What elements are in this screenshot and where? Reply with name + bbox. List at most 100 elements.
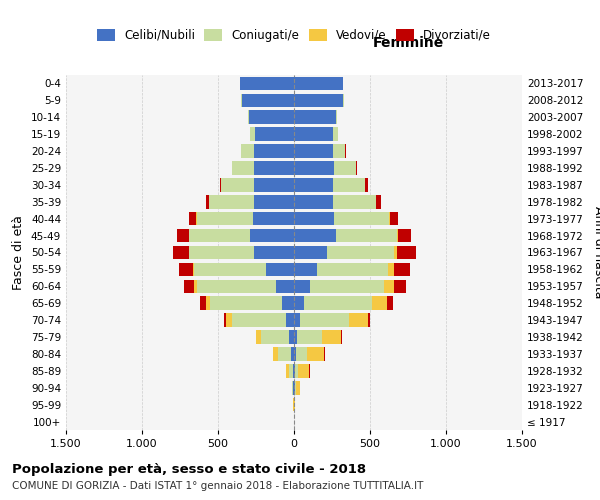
Bar (254, 178, 294, 192)
Bar (294, 364, 295, 378)
Bar (294, 110, 336, 124)
Bar (255, 128, 294, 141)
Bar (197, 212, 253, 226)
Bar (349, 314, 368, 327)
Y-axis label: Anni di nascita: Anni di nascita (592, 206, 600, 298)
Bar (188, 229, 189, 242)
Bar (293, 381, 294, 394)
Bar (372, 296, 387, 310)
Bar (298, 364, 310, 378)
Bar (262, 330, 289, 344)
Bar (294, 347, 296, 360)
Bar (274, 347, 278, 360)
Bar (200, 296, 206, 310)
Bar (296, 347, 307, 360)
Bar (334, 212, 389, 226)
Bar (197, 280, 276, 293)
Bar (206, 296, 211, 310)
Bar (336, 110, 337, 124)
Bar (365, 178, 368, 192)
Bar (250, 229, 294, 242)
Bar (295, 381, 296, 394)
Bar (206, 195, 209, 208)
Bar (385, 280, 394, 293)
Bar (397, 246, 416, 260)
Bar (333, 144, 345, 158)
Bar (394, 280, 406, 293)
Bar (189, 246, 254, 260)
Bar (209, 195, 254, 208)
Bar (376, 195, 380, 208)
Bar (333, 195, 376, 208)
Bar (294, 262, 317, 276)
Bar (324, 347, 325, 360)
Bar (248, 110, 249, 124)
Bar (322, 330, 341, 344)
Bar (232, 161, 254, 174)
Bar (294, 280, 310, 293)
Bar (177, 229, 188, 242)
Bar (286, 314, 294, 327)
Bar (294, 161, 334, 174)
Bar (226, 314, 232, 327)
Bar (221, 178, 254, 192)
Bar (341, 330, 342, 344)
Bar (289, 364, 293, 378)
Bar (276, 280, 294, 293)
Bar (295, 364, 298, 378)
Bar (300, 314, 349, 327)
Bar (317, 262, 388, 276)
Bar (389, 212, 398, 226)
Bar (294, 330, 298, 344)
Bar (173, 246, 188, 260)
Bar (242, 94, 294, 107)
Bar (179, 262, 193, 276)
Bar (394, 246, 397, 260)
Bar (368, 314, 370, 327)
Bar (188, 246, 189, 260)
Bar (184, 280, 194, 293)
Bar (194, 262, 266, 276)
Legend: Celibi/Nubili, Coniugati/e, Vedovi/e, Divorziati/e: Celibi/Nubili, Coniugati/e, Vedovi/e, Di… (92, 24, 496, 46)
Bar (294, 178, 333, 192)
Bar (250, 128, 255, 141)
Bar (253, 212, 294, 226)
Bar (254, 144, 294, 158)
Bar (294, 314, 300, 327)
Bar (193, 262, 194, 276)
Y-axis label: Fasce di età: Fasce di età (13, 215, 25, 290)
Bar (298, 330, 322, 344)
Bar (241, 144, 254, 158)
Bar (334, 161, 356, 174)
Bar (293, 364, 294, 378)
Bar (310, 280, 385, 293)
Bar (291, 347, 294, 360)
Bar (328, 246, 394, 260)
Bar (224, 314, 226, 327)
Bar (240, 76, 294, 90)
Bar (220, 178, 221, 192)
Bar (397, 229, 398, 242)
Bar (249, 110, 294, 124)
Bar (294, 381, 295, 394)
Bar (294, 76, 343, 90)
Bar (292, 381, 293, 394)
Bar (278, 347, 291, 360)
Bar (194, 280, 197, 293)
Bar (294, 296, 304, 310)
Bar (189, 212, 196, 226)
Bar (336, 229, 397, 242)
Bar (254, 246, 294, 260)
Bar (294, 128, 333, 141)
Bar (286, 364, 289, 378)
Bar (289, 330, 294, 344)
Bar (266, 262, 294, 276)
Text: COMUNE DI GORIZIA - Dati ISTAT 1° gennaio 2018 - Elaborazione TUTTITALIA.IT: COMUNE DI GORIZIA - Dati ISTAT 1° gennai… (12, 481, 424, 491)
Bar (394, 262, 410, 276)
Bar (189, 229, 250, 242)
Bar (211, 296, 282, 310)
Bar (307, 347, 324, 360)
Bar (294, 144, 333, 158)
Bar (294, 246, 328, 260)
Bar (294, 229, 336, 242)
